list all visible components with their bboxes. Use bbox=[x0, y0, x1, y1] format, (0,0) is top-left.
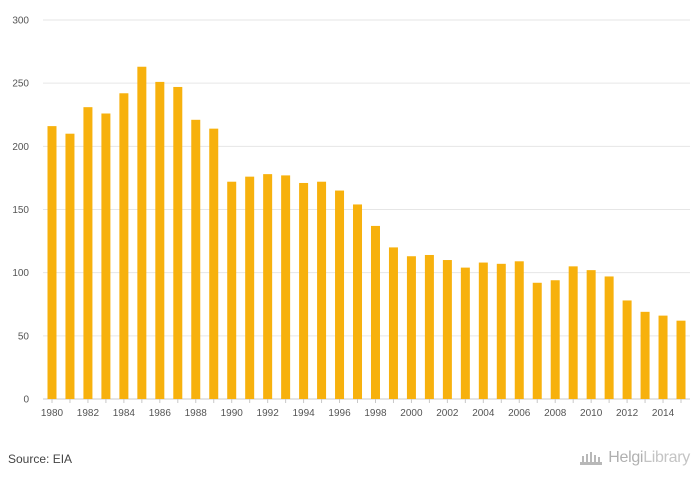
bar-1987[interactable] bbox=[173, 86, 183, 400]
x-axis: 1980 1982 1984 1986 1988 1990 1992 1994 1996 1998… bbox=[41, 399, 682, 419]
x-tick-label: 2006 bbox=[508, 408, 531, 419]
x-tick-label: 2010 bbox=[580, 408, 603, 419]
bar-2001[interactable] bbox=[424, 254, 434, 399]
bar-1985[interactable] bbox=[137, 66, 147, 400]
y-tick-label: 100 bbox=[12, 268, 29, 279]
x-tick-label: 1984 bbox=[113, 408, 136, 419]
bar-2006[interactable] bbox=[514, 261, 524, 399]
bar-2012[interactable] bbox=[622, 300, 632, 399]
bar-1983[interactable] bbox=[101, 113, 111, 400]
bar-1996[interactable] bbox=[335, 190, 345, 399]
x-tick-label: 2012 bbox=[616, 408, 639, 419]
brand-main: Helgi bbox=[608, 449, 644, 466]
x-tick-label: 1992 bbox=[257, 408, 280, 419]
bar-1991[interactable] bbox=[245, 176, 255, 399]
bar-2015[interactable] bbox=[676, 320, 686, 399]
bar-2010[interactable] bbox=[586, 270, 596, 399]
bars bbox=[47, 66, 686, 400]
y-tick-label: 150 bbox=[12, 205, 29, 216]
x-tick-label: 1996 bbox=[328, 408, 351, 419]
bar-1994[interactable] bbox=[299, 182, 309, 399]
x-tick-label: 1988 bbox=[185, 408, 208, 419]
bar-2009[interactable] bbox=[568, 266, 578, 399]
x-tick-label: 1980 bbox=[41, 408, 64, 419]
y-tick-label: 0 bbox=[23, 395, 29, 406]
bar-2014[interactable] bbox=[658, 315, 668, 399]
bar-1995[interactable] bbox=[317, 181, 327, 399]
bar-1998[interactable] bbox=[370, 225, 380, 399]
x-tick-label: 1998 bbox=[364, 408, 387, 419]
bar-2003[interactable] bbox=[460, 267, 470, 399]
bar-1980[interactable] bbox=[47, 126, 57, 400]
x-tick-label: 1982 bbox=[77, 408, 100, 419]
bar-1992[interactable] bbox=[263, 174, 273, 399]
x-tick-label: 1990 bbox=[221, 408, 244, 419]
x-tick-label: 2002 bbox=[436, 408, 459, 419]
bar-2000[interactable] bbox=[406, 256, 416, 399]
x-tick-label: 2014 bbox=[652, 408, 675, 419]
brand-sub: Library bbox=[643, 449, 690, 466]
bar-2011[interactable] bbox=[604, 276, 614, 399]
x-tick-label: 1994 bbox=[292, 408, 315, 419]
y-tick-label: 300 bbox=[12, 16, 29, 27]
x-tick-label: 1986 bbox=[149, 408, 172, 419]
x-tick-label: 2000 bbox=[400, 408, 423, 419]
grid-lines bbox=[43, 19, 690, 400]
bar-1999[interactable] bbox=[388, 247, 398, 399]
bar-1990[interactable] bbox=[227, 181, 237, 399]
bar-1984[interactable] bbox=[119, 93, 129, 400]
helgi-logo-icon bbox=[580, 452, 603, 465]
bar-1988[interactable] bbox=[191, 119, 201, 400]
bar-2002[interactable] bbox=[442, 260, 452, 399]
bar-2013[interactable] bbox=[640, 311, 650, 399]
y-tick-label: 200 bbox=[12, 142, 29, 153]
brand-name: HelgiLibrary bbox=[608, 449, 690, 467]
bar-2008[interactable] bbox=[550, 280, 560, 399]
bar-1997[interactable] bbox=[353, 204, 363, 399]
bar-1986[interactable] bbox=[155, 81, 165, 400]
source-note: Source: EIA bbox=[8, 452, 73, 466]
y-tick-label: 250 bbox=[12, 79, 29, 90]
x-tick-label: 2008 bbox=[544, 408, 567, 419]
bar-1993[interactable] bbox=[281, 175, 291, 399]
bar-2005[interactable] bbox=[496, 263, 506, 399]
brand-logo[interactable]: HelgiLibrary bbox=[579, 449, 690, 467]
x-tick-label: 2004 bbox=[472, 408, 495, 419]
y-tick-label: 50 bbox=[18, 331, 30, 342]
bar-1981[interactable] bbox=[65, 133, 75, 399]
bar-2004[interactable] bbox=[478, 262, 488, 399]
bar-2007[interactable] bbox=[532, 282, 542, 399]
bar-1982[interactable] bbox=[83, 107, 93, 400]
y-axis: 0 50 100 150 200 250 300 bbox=[12, 16, 29, 406]
bar-1989[interactable] bbox=[209, 128, 219, 399]
